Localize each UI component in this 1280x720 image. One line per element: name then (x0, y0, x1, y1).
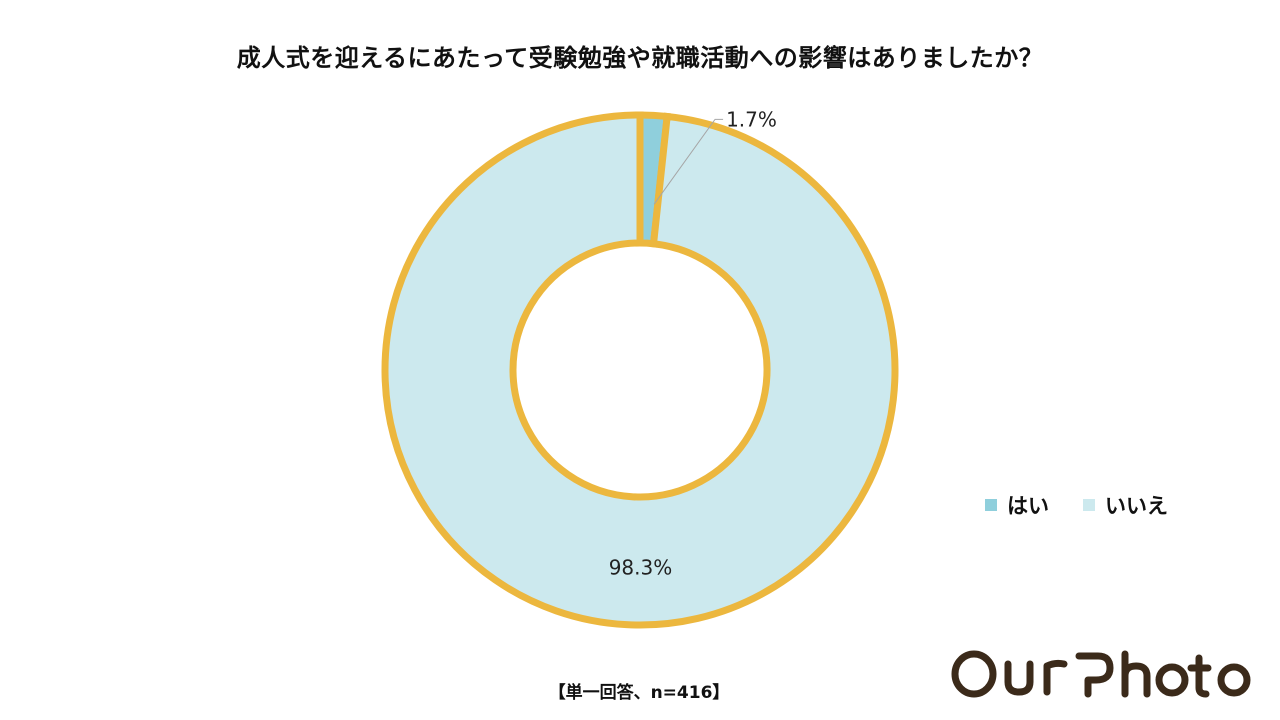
slice-iie (381, 111, 899, 629)
legend-item-hai: はい (985, 490, 1049, 520)
legend: はい いいえ (985, 490, 1202, 520)
chart-title: 成人式を迎えるにあたって受験勉強や就職活動への影響はありましたか？ (236, 44, 1044, 72)
legend-label-hai: はい (1007, 494, 1049, 518)
legend-item-iie: いいえ (1083, 490, 1168, 520)
sample-size-note: 【単一回答、n=416】 (548, 683, 730, 703)
legend-swatch-hai (985, 499, 997, 511)
data-label-hai: 1.7% (726, 107, 777, 131)
leader-line-hai (653, 118, 724, 205)
data-label-iie: 98.3% (609, 556, 673, 580)
legend-label-iie: いいえ (1105, 494, 1168, 518)
ourphoto-logo (951, 650, 1251, 698)
legend-swatch-iie (1083, 499, 1095, 511)
